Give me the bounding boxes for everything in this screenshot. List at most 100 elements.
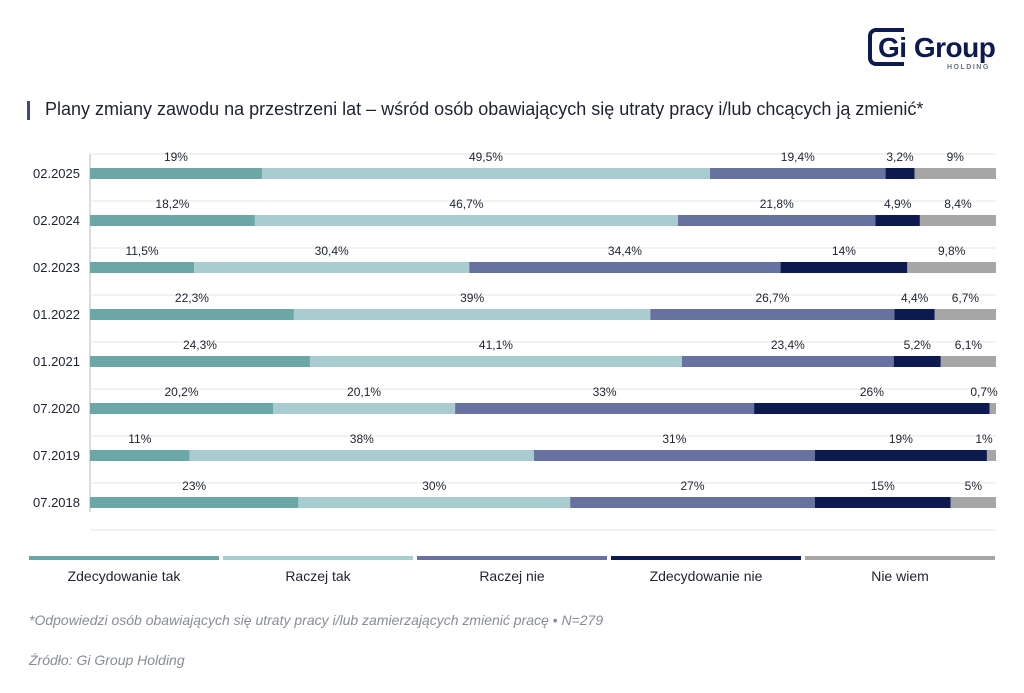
bar-segment [893, 356, 941, 367]
chart-category-labels: 02.2025 02.2024 02.2023 01.2022 01.2021 07.20… [33, 166, 80, 510]
data-label: 15% [871, 479, 895, 493]
category-label: 01.2022 [33, 307, 80, 322]
footnote: *Odpowiedzi osób obawiających się utraty… [29, 612, 604, 628]
data-label: 31% [662, 432, 686, 446]
chart-bars [90, 168, 996, 508]
chart-title: Plany zmiany zawodu na przestrzeni lat –… [45, 99, 924, 119]
legend-label: Zdecydowanie tak [67, 568, 181, 584]
data-label: 19,4% [781, 150, 815, 164]
source-note: Źródło: Gi Group Holding [29, 652, 185, 668]
bar-segment [934, 309, 996, 320]
data-label: 0,7% [970, 385, 998, 399]
logo-sub: HOLDING [947, 64, 990, 71]
bar-segment [90, 450, 190, 461]
bar-segment [298, 497, 571, 508]
data-label: 26,7% [755, 291, 789, 305]
bar-segment [194, 262, 470, 273]
data-label: 19% [889, 432, 913, 446]
data-label: 14% [832, 244, 856, 258]
bar-segment [309, 356, 682, 367]
category-label: 07.2019 [33, 448, 80, 463]
data-label: 3,2% [886, 150, 914, 164]
data-label: 4,9% [884, 197, 912, 211]
data-label: 26% [860, 385, 884, 399]
bar-segment [875, 215, 920, 226]
data-label: 24,3% [183, 338, 217, 352]
data-label: 39% [460, 291, 484, 305]
legend-label: Raczej tak [285, 568, 351, 584]
legend-swatch [223, 556, 413, 560]
bar-segment [570, 497, 815, 508]
data-label: 27% [680, 479, 704, 493]
bar-segment [90, 497, 299, 508]
data-label: 21,8% [760, 197, 794, 211]
data-label: 18,2% [155, 197, 189, 211]
bar-segment [533, 450, 815, 461]
title-accent-bar [27, 101, 30, 120]
legend-swatch [29, 556, 219, 560]
bar-segment [986, 450, 996, 461]
legend-item-raczej-nie: Raczej nie [417, 556, 607, 586]
data-label: 38% [350, 432, 374, 446]
bar-segment [885, 168, 915, 179]
bar-segment [90, 262, 195, 273]
legend-item-zdecydowanie-nie: Zdecydowanie nie [611, 556, 801, 586]
data-label: 23,4% [771, 338, 805, 352]
bar-segment [189, 450, 534, 461]
bar-segment [907, 262, 996, 273]
bar-segment [677, 215, 876, 226]
data-label: 6,1% [955, 338, 983, 352]
bar-segment [273, 403, 456, 414]
legend-item-zdecydowanie-tak: Zdecydowanie tak [29, 556, 219, 586]
legend-swatch [417, 556, 607, 560]
data-label: 9,8% [938, 244, 966, 258]
data-label: 9% [947, 150, 965, 164]
data-label: 20,1% [347, 385, 381, 399]
legend-swatch [805, 556, 995, 560]
category-label: 02.2025 [33, 166, 80, 181]
bar-segment [780, 262, 908, 273]
bar-segment [293, 309, 651, 320]
bar-segment [940, 356, 996, 367]
legend-item-raczej-tak: Raczej tak [223, 556, 413, 586]
bar-segment [469, 262, 781, 273]
bar-segment [90, 215, 255, 226]
legend-label: Nie wiem [871, 568, 929, 584]
gi-group-logo: Gi Group HOLDING [868, 28, 1003, 76]
data-label: 34,4% [608, 244, 642, 258]
bar-segment [90, 309, 294, 320]
category-label: 07.2020 [33, 401, 80, 416]
legend-swatch [611, 556, 801, 560]
bar-segment [894, 309, 935, 320]
category-label: 02.2023 [33, 260, 80, 275]
data-label: 22,3% [175, 291, 209, 305]
data-label: 5% [965, 479, 983, 493]
data-label: 30% [422, 479, 446, 493]
data-label: 49,5% [469, 150, 503, 164]
data-label: 23% [182, 479, 206, 493]
bar-segment [754, 403, 990, 414]
legend-item-nie-wiem: Nie wiem [805, 556, 995, 586]
chart-grid [89, 153, 996, 531]
data-label: 30,4% [315, 244, 349, 258]
bar-segment [989, 403, 996, 414]
category-label: 01.2021 [33, 354, 80, 369]
data-label: 46,7% [449, 197, 483, 211]
legend-label: Zdecydowanie nie [649, 568, 763, 584]
data-label: 20,2% [164, 385, 198, 399]
chart-labels: 19% 49,5% 19,4% 3,2% 9% 18,2% 46,7% 21,8% 4,9% 8,… [125, 150, 998, 493]
data-label: 8,4% [944, 197, 972, 211]
data-label: 6,7% [952, 291, 980, 305]
legend-label: Raczej nie [479, 568, 545, 584]
bar-segment [814, 450, 987, 461]
data-label: 11,5% [125, 244, 158, 258]
logo-frame-icon [868, 28, 904, 66]
data-label: 33% [593, 385, 617, 399]
data-label: 4,4% [901, 291, 929, 305]
bar-segment [254, 215, 678, 226]
data-label: 11% [128, 432, 151, 446]
bar-segment [455, 403, 755, 414]
data-label: 1% [975, 432, 993, 446]
bar-segment [914, 168, 996, 179]
bar-segment [950, 497, 996, 508]
